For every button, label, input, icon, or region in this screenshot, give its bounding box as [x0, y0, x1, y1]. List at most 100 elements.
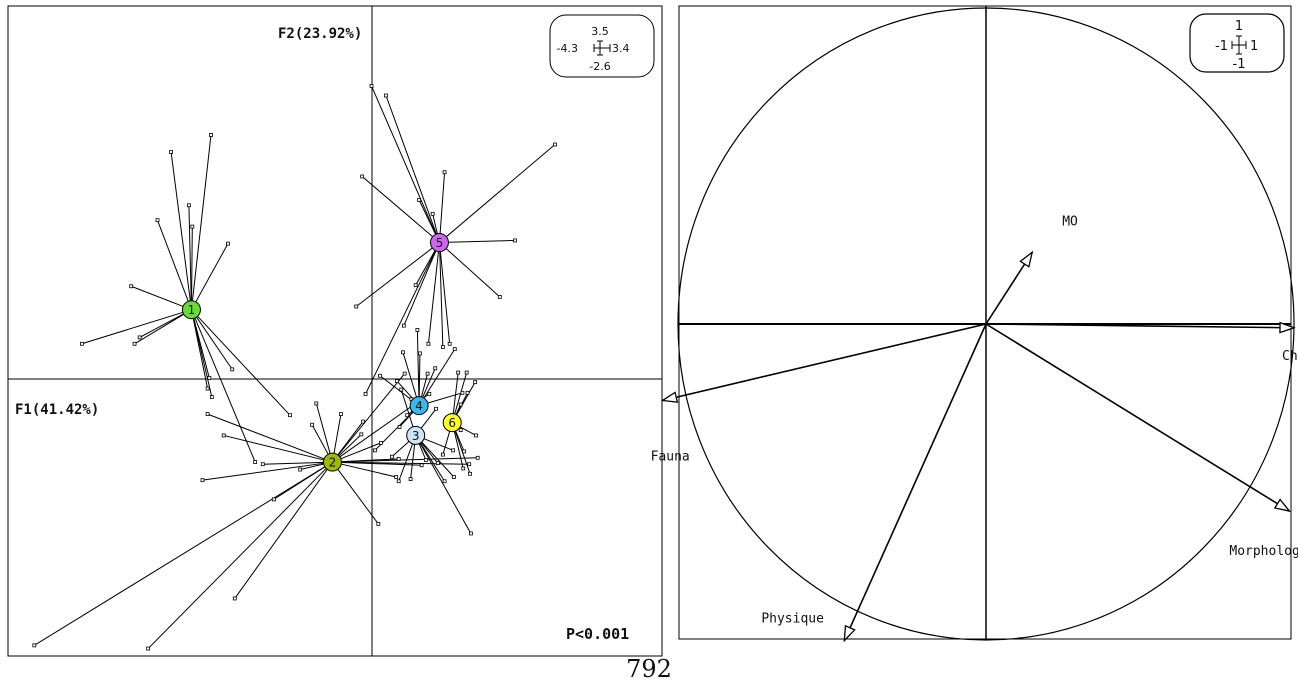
sample-point-1-9 — [132, 341, 137, 346]
page-number: 792 — [626, 655, 672, 683]
sample-link-5-11 — [438, 242, 451, 344]
sample-point-5-13 — [426, 341, 431, 346]
sample-point-3-2 — [408, 477, 413, 482]
sample-point-4-8 — [397, 425, 402, 429]
centroid-label-3: 3 — [412, 429, 420, 443]
sample-link-1-9 — [134, 309, 192, 345]
sample-link-1-0 — [170, 151, 192, 310]
centroid-1 — [181, 300, 201, 320]
corr-scale-top-value: 1 — [1235, 19, 1243, 34]
factor-map-scale-box: 3.5 -4.3 3.4 -2.6 — [549, 14, 655, 78]
sample-point-6-6 — [474, 433, 478, 438]
sample-point-2-0 — [205, 412, 210, 417]
sample-link-5-15 — [403, 242, 440, 326]
sample-link-2-7 — [202, 461, 333, 481]
sample-link-2-17 — [332, 461, 379, 525]
sample-link-2-2 — [223, 434, 333, 463]
sample-point-6-3 — [456, 370, 461, 375]
sample-link-2-3 — [315, 403, 333, 463]
arrow-physique — [843, 323, 987, 641]
centroid-6 — [442, 413, 462, 433]
sample-point-1-14 — [288, 413, 292, 418]
sample-point-5-1 — [384, 93, 388, 98]
sample-point-6-0 — [458, 402, 463, 407]
variable-label-chimique: Chimique — [1282, 349, 1298, 364]
sample-point-4-0 — [378, 373, 382, 378]
arrowhead-morphology — [1273, 498, 1292, 513]
centroid-5 — [429, 233, 449, 253]
sample-point-2-13 — [361, 419, 365, 424]
p-value-annotation: P<0.001 — [566, 625, 629, 643]
sample-link-1-2 — [188, 205, 192, 310]
sample-point-6-8 — [458, 428, 463, 432]
sample-link-2-22 — [332, 373, 406, 463]
sample-point-2-2 — [221, 433, 226, 438]
sample-point-1-15 — [253, 460, 258, 464]
sample-point-5-14 — [363, 391, 368, 396]
sample-link-5-5 — [439, 144, 556, 243]
sample-point-1-11 — [205, 386, 210, 391]
sample-point-2-7 — [200, 478, 205, 483]
sample-point-4-2 — [418, 351, 422, 356]
sample-link-5-6 — [439, 239, 516, 244]
sample-point-5-15 — [401, 323, 406, 328]
sample-link-5-2 — [438, 172, 446, 243]
sample-link-1-15 — [190, 309, 256, 463]
scale-top-value: 3.5 — [591, 25, 609, 38]
sample-point-1-10 — [207, 375, 212, 380]
sample-point-5-8 — [497, 295, 502, 299]
sample-point-6-10 — [461, 466, 466, 471]
sample-point-3-1 — [396, 479, 401, 484]
arrowhead-fauna — [660, 391, 679, 403]
arrow-chimique — [985, 323, 1295, 329]
sample-link-1-13 — [191, 309, 233, 370]
centroid-label-4: 4 — [415, 399, 423, 413]
sample-link-5-0 — [371, 85, 440, 243]
sample-point-5-2 — [442, 170, 447, 175]
sample-link-5-13 — [427, 242, 440, 344]
corr-scale-right-value: 1 — [1250, 39, 1258, 54]
sample-point-3-4 — [435, 461, 440, 466]
sample-link-2-19 — [332, 461, 470, 465]
sample-point-3-7 — [434, 406, 438, 411]
sample-point-1-13 — [230, 367, 235, 372]
sample-point-6-5 — [440, 452, 445, 457]
factor-map-frame — [7, 5, 663, 657]
variable-label-morphology: Morphology — [1229, 544, 1298, 559]
sample-point-1-6 — [129, 284, 134, 289]
sample-point-4-4 — [452, 347, 457, 352]
arrowhead-mo — [1019, 250, 1034, 268]
sample-links — [34, 85, 556, 649]
centroid-label-1: 1 — [188, 303, 196, 317]
sample-point-4-10 — [425, 371, 430, 376]
sample-point-1-3 — [190, 224, 195, 229]
sample-point-5-9 — [354, 304, 359, 309]
sample-point-2-15 — [396, 456, 401, 461]
centroid-4 — [409, 396, 429, 416]
sample-points — [32, 84, 557, 651]
sample-point-2-1 — [339, 412, 343, 417]
arrowhead-chimique — [1279, 321, 1296, 334]
correlation-circle-panel: MO Chimique Fauna Morphology Physique 1 -1 1… — [651, 5, 1298, 643]
sample-point-1-2 — [187, 203, 191, 208]
sample-link-1-12 — [190, 309, 213, 398]
sample-point-3-0 — [390, 454, 394, 459]
sample-point-5-11 — [447, 341, 452, 346]
sample-point-5-4 — [430, 211, 435, 216]
sample-point-1-4 — [155, 218, 160, 223]
correlation-frame — [678, 5, 1292, 640]
sample-point-6-2 — [464, 370, 469, 375]
factor-map-panel: 1 2 3 4 5 6 F2(23.92%) F1(41.42%) P<0.001 3.5… — [7, 5, 663, 657]
sample-point-6-9 — [468, 471, 472, 476]
sample-point-2-18 — [419, 463, 424, 468]
sample-point-3-6 — [452, 475, 456, 479]
scale-bottom-value: -2.6 — [589, 60, 610, 73]
centroid-label-2: 2 — [329, 456, 337, 470]
sample-point-5-10 — [413, 283, 418, 288]
variable-label-physique: Physique — [761, 612, 824, 627]
sample-point-1-1 — [209, 133, 213, 137]
sample-link-4-5 — [416, 329, 420, 406]
sample-point-2-11 — [146, 646, 151, 651]
corr-scale-cross-icon — [1231, 35, 1247, 55]
